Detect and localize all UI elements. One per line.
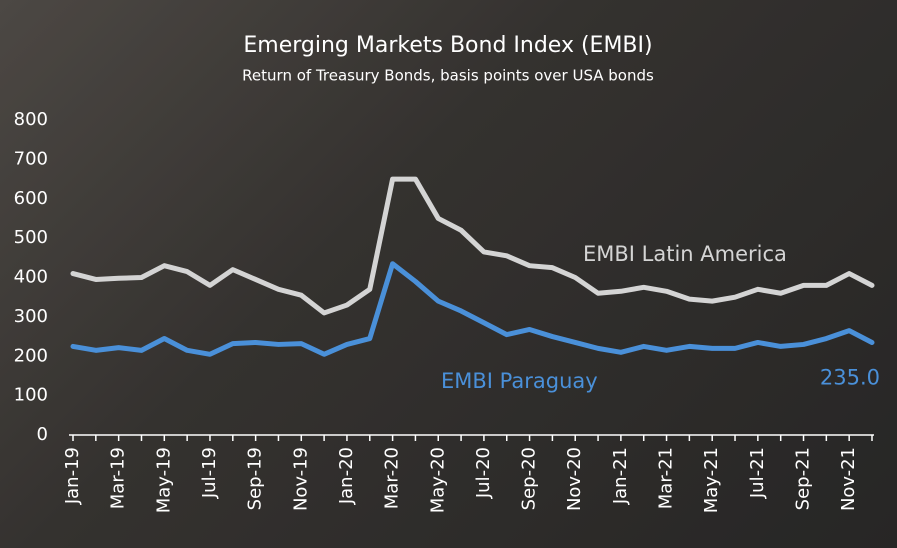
x-tick-label: Jan-21: [610, 447, 631, 505]
y-tick-label: 100: [14, 385, 48, 406]
y-tick-label: 500: [14, 227, 48, 248]
series-label: EMBI Latin America: [583, 242, 787, 266]
x-tick-label: Mar-19: [108, 447, 129, 509]
x-tick-label: Nov-19: [290, 447, 311, 511]
x-tick-label: Mar-20: [382, 447, 403, 509]
chart-title: Emerging Markets Bond Index (EMBI): [243, 33, 652, 58]
x-tick-label: Sep-19: [245, 447, 266, 510]
series-line: [70, 176, 875, 316]
chart-subtitle: Return of Treasury Bonds, basis points o…: [242, 67, 654, 85]
y-tick-label: 600: [14, 188, 48, 209]
x-tick-label: Jul-19: [199, 447, 220, 499]
x-tick-label: Nov-21: [838, 447, 859, 511]
x-tick-label: Mar-21: [656, 447, 677, 509]
x-tick-label: Jan-20: [336, 447, 357, 505]
series-line: [70, 261, 875, 357]
series-label: EMBI Paraguay: [441, 369, 598, 393]
x-tick-label: Jul-20: [473, 447, 494, 499]
y-tick-label: 400: [14, 267, 48, 288]
x-tick-label: Sep-20: [519, 447, 540, 510]
x-tick-label: Jan-19: [62, 447, 83, 505]
x-tick-label: May-19: [153, 447, 174, 513]
x-tick-label: May-21: [701, 447, 722, 513]
x-tick-label: Jul-21: [747, 447, 768, 499]
y-tick-label: 700: [14, 148, 48, 169]
y-tick-label: 800: [14, 109, 48, 130]
x-tick-label: Nov-20: [564, 447, 585, 511]
x-tick-label: May-20: [427, 447, 448, 513]
y-tick-label: 0: [37, 424, 48, 445]
y-tick-label: 200: [14, 345, 48, 366]
data-label: 235.0: [820, 365, 880, 389]
y-tick-label: 300: [14, 306, 48, 327]
x-tick-label: Sep-21: [793, 447, 814, 510]
